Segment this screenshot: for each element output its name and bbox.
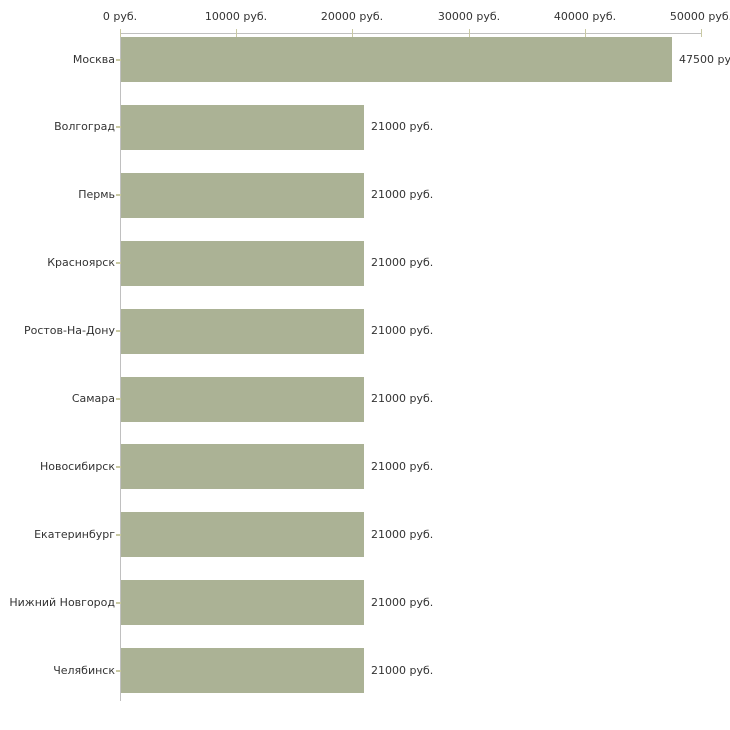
- x-axis-tick: [352, 29, 353, 37]
- y-axis-tick: [116, 330, 123, 333]
- value-label: 21000 руб.: [371, 188, 434, 202]
- value-label: 21000 руб.: [371, 527, 434, 541]
- category-label: Челябинск: [53, 663, 115, 677]
- bar: [121, 376, 364, 422]
- x-axis-tick-label: 50000 руб.: [669, 10, 730, 23]
- bar: [121, 648, 364, 694]
- bar: [121, 104, 364, 150]
- y-axis-tick: [116, 194, 123, 197]
- category-label: Екатеринбург: [34, 527, 115, 541]
- value-label: 21000 руб.: [371, 663, 434, 677]
- bar: [121, 37, 672, 82]
- bar: [121, 444, 364, 490]
- x-axis-tick: [701, 29, 702, 37]
- y-axis-tick: [116, 398, 123, 400]
- value-label: 21000 руб.: [371, 324, 434, 338]
- x-axis-tick-label: 0 руб.: [102, 10, 138, 23]
- y-axis-tick: [116, 601, 123, 604]
- value-label: 21000 руб.: [371, 459, 434, 473]
- y-axis-line: [120, 33, 121, 701]
- x-axis-tick: [236, 29, 237, 37]
- bar: [121, 580, 364, 626]
- y-axis-tick: [116, 126, 123, 129]
- x-axis-tick-label: 20000 руб.: [320, 10, 384, 23]
- bar: [121, 240, 364, 286]
- x-axis-tick: [469, 29, 470, 37]
- category-label: Красноярск: [47, 256, 115, 270]
- category-label: Ростов-На-Дону: [23, 324, 115, 338]
- category-label: Самара: [71, 392, 115, 405]
- y-axis-tick: [116, 465, 123, 468]
- category-label: Новосибирск: [39, 459, 115, 473]
- x-axis-tick: [585, 29, 586, 37]
- y-axis-tick: [116, 533, 123, 536]
- bar: [121, 308, 364, 354]
- x-axis-tick-label: 10000 руб.: [204, 10, 268, 23]
- x-axis-tick-label: 30000 руб.: [437, 10, 501, 23]
- y-axis-tick: [116, 669, 123, 672]
- x-axis-tick: [120, 29, 121, 37]
- bar: [121, 512, 364, 558]
- category-label: Волгоград: [54, 120, 115, 134]
- category-label: Пермь: [78, 188, 115, 202]
- category-label: Москва: [72, 52, 115, 66]
- value-label: 21000 руб.: [371, 392, 434, 405]
- value-label: 21000 руб.: [371, 256, 434, 270]
- value-label: 21000 руб.: [371, 120, 434, 134]
- x-axis-tick-label: 40000 руб.: [553, 10, 617, 23]
- category-label: Нижний Новгород: [9, 595, 115, 609]
- y-axis-tick: [116, 262, 123, 265]
- x-axis-line: [120, 33, 702, 34]
- value-label: 21000 руб.: [371, 595, 434, 609]
- y-axis-tick: [116, 58, 123, 61]
- bar: [121, 172, 364, 218]
- value-label: 47500 руб.: [679, 52, 730, 66]
